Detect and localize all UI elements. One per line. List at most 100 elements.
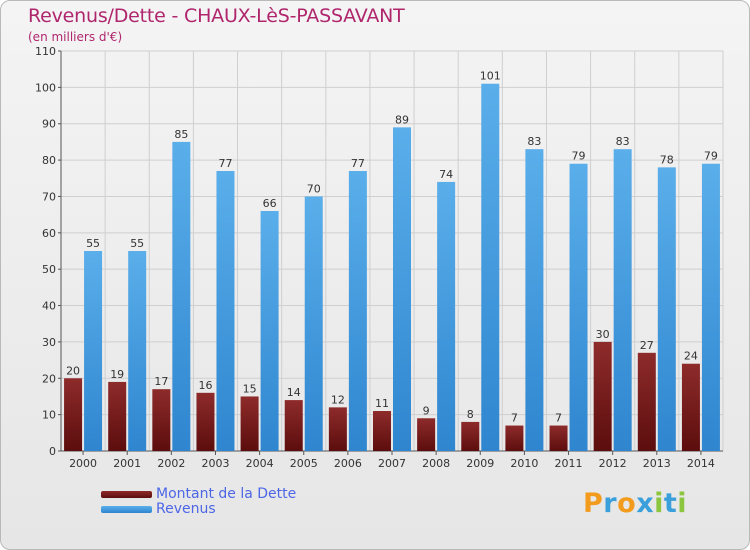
logo-letter: i — [654, 488, 664, 519]
bar-dette — [196, 392, 215, 451]
chart-subtitle: (en milliers d'€) — [28, 30, 123, 44]
y-tick-label: 100 — [35, 81, 56, 94]
x-tick-label: 2000 — [69, 457, 97, 470]
y-tick-label: 10 — [42, 409, 56, 422]
data-label-revenus: 55 — [86, 237, 100, 250]
data-label-revenus: 83 — [527, 135, 541, 148]
legend-label-dette: Montant de la Dette — [156, 486, 297, 502]
bar-revenus — [569, 163, 588, 451]
gridlines — [60, 50, 724, 452]
logo-letter: t — [663, 488, 678, 519]
data-label-revenus: 74 — [439, 168, 453, 181]
data-label-dette: 8 — [467, 408, 474, 421]
data-labels: 2055195517851677156614701277118997481017… — [66, 70, 718, 425]
x-tick-label: 2012 — [599, 457, 627, 470]
chart-title: Revenus/Dette - CHAUX-LèS-PASSAVANT — [28, 5, 405, 27]
bar-revenus — [437, 181, 456, 451]
x-tick-label: 2001 — [113, 457, 141, 470]
data-label-dette: 24 — [684, 350, 698, 363]
x-tick-label: 2014 — [687, 457, 715, 470]
bar-revenus — [613, 149, 632, 451]
bar-dette — [64, 378, 83, 451]
x-tick-label: 2007 — [378, 457, 406, 470]
data-label-revenus: 70 — [307, 182, 321, 195]
y-tick-label: 80 — [42, 154, 56, 167]
bar-revenus — [393, 127, 411, 451]
y-tick-label: 70 — [42, 190, 56, 203]
data-label-dette: 7 — [511, 412, 518, 425]
proxiti-logo: Proxiti — [583, 488, 687, 519]
bar-dette — [461, 421, 480, 451]
data-label-dette: 17 — [154, 375, 168, 388]
legend-swatch-dette — [101, 491, 152, 498]
bar-dette — [417, 418, 436, 451]
data-label-dette: 14 — [287, 386, 301, 399]
y-tick-label: 90 — [42, 118, 56, 131]
bar-dette — [108, 381, 127, 451]
data-label-dette: 9 — [423, 404, 430, 417]
logo-letter: x — [636, 488, 655, 519]
x-tick-label: 2008 — [422, 457, 450, 470]
bar-revenus — [260, 211, 279, 451]
data-label-dette: 15 — [243, 382, 257, 395]
bar-dette — [240, 396, 259, 451]
data-label-dette: 12 — [331, 393, 345, 406]
bar-dette — [549, 425, 568, 451]
bar-revenus — [525, 149, 544, 451]
x-tick-label: 2004 — [246, 457, 274, 470]
x-tick-label: 2010 — [510, 457, 538, 470]
data-label-dette: 27 — [640, 339, 654, 352]
data-label-revenus: 85 — [174, 128, 188, 141]
bar-revenus — [84, 251, 103, 451]
y-tick-label: 60 — [42, 227, 56, 240]
bar-dette — [593, 341, 612, 451]
bars — [64, 83, 720, 452]
x-tick-label: 2006 — [334, 457, 362, 470]
x-tick-label: 2013 — [643, 457, 671, 470]
y-tick-label: 110 — [35, 45, 56, 58]
bar-revenus — [348, 171, 367, 451]
data-label-revenus: 55 — [130, 237, 144, 250]
y-tick-label: 20 — [42, 372, 56, 385]
x-tick-label: 2005 — [290, 457, 318, 470]
data-label-dette: 20 — [66, 364, 80, 377]
logo-letter: r — [603, 488, 618, 519]
legend-swatch-revenus — [101, 506, 152, 513]
logo-letter: P — [583, 488, 604, 519]
bar-revenus — [701, 163, 720, 451]
bar-dette — [637, 352, 656, 451]
bar-dette — [284, 400, 303, 451]
axes: 0 10 20 30 40 50 60 70 80 90 100 110 2000 2001 2002 200… — [35, 45, 723, 470]
bar-revenus — [128, 251, 147, 451]
bar-revenus — [216, 171, 235, 451]
data-label-dette: 11 — [375, 397, 389, 410]
bar-revenus — [304, 196, 323, 451]
data-label-dette: 16 — [198, 379, 212, 392]
data-label-revenus: 77 — [351, 157, 365, 170]
x-tick-label: 2002 — [157, 457, 185, 470]
bar-revenus — [172, 141, 191, 451]
data-label-revenus: 78 — [660, 153, 674, 166]
y-tick-label: 40 — [42, 300, 56, 313]
bar-dette — [373, 411, 391, 451]
x-tick-label: 2011 — [555, 457, 583, 470]
y-tick-label: 50 — [42, 263, 56, 276]
data-label-revenus: 79 — [572, 150, 586, 163]
data-label-revenus: 66 — [263, 197, 277, 210]
logo-letter: i — [677, 488, 688, 519]
data-label-revenus: 89 — [395, 113, 409, 126]
bar-dette — [152, 389, 171, 451]
data-label-revenus: 77 — [218, 157, 232, 170]
data-label-dette: 19 — [110, 368, 124, 381]
data-label-dette: 7 — [555, 412, 562, 425]
x-tick-label: 2009 — [466, 457, 494, 470]
data-label-dette: 30 — [596, 328, 610, 341]
bar-revenus — [657, 167, 676, 451]
bar-dette — [681, 363, 700, 451]
logo-letter: o — [617, 488, 637, 519]
y-tick-label: 0 — [49, 445, 56, 458]
y-tick-label: 30 — [42, 336, 56, 349]
bar-dette — [328, 407, 347, 451]
